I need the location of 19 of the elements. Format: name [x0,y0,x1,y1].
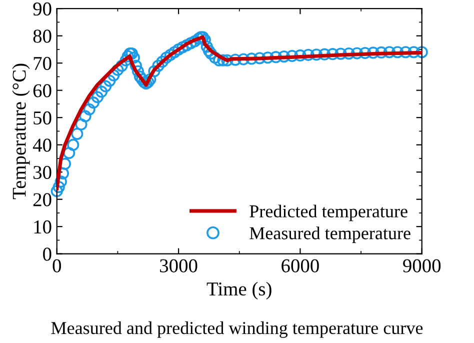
legend-label: Measured temperature [250,226,410,243]
y-tick-label: 50 [34,111,52,125]
text: Measured and predicted winding temperature curve [51,321,423,338]
y-tick-label: 0 [43,248,52,261]
x-tick-label: 3000 [160,259,198,272]
x-tick-label: 9000 [403,259,441,272]
y-tick-label: 60 [33,84,52,98]
y-tick-label: 30 [34,166,52,180]
y-tick-label: 90 [33,2,52,16]
x-axis-title: Time (s) [206,282,272,300]
legend-label: Predicted temperature [250,204,408,222]
y-tick-label: 20 [33,193,52,206]
y-tick-label: 70 [34,56,52,70]
y-tick-label: 40 [32,138,52,152]
y-tick-label: 10 [34,220,52,234]
y-tick-label: 80 [33,30,52,43]
y-axis-title: Temperature (°C) [12,64,30,200]
x-tick-label: 0 [52,259,61,272]
x-tick-label: 6000 [282,259,319,272]
